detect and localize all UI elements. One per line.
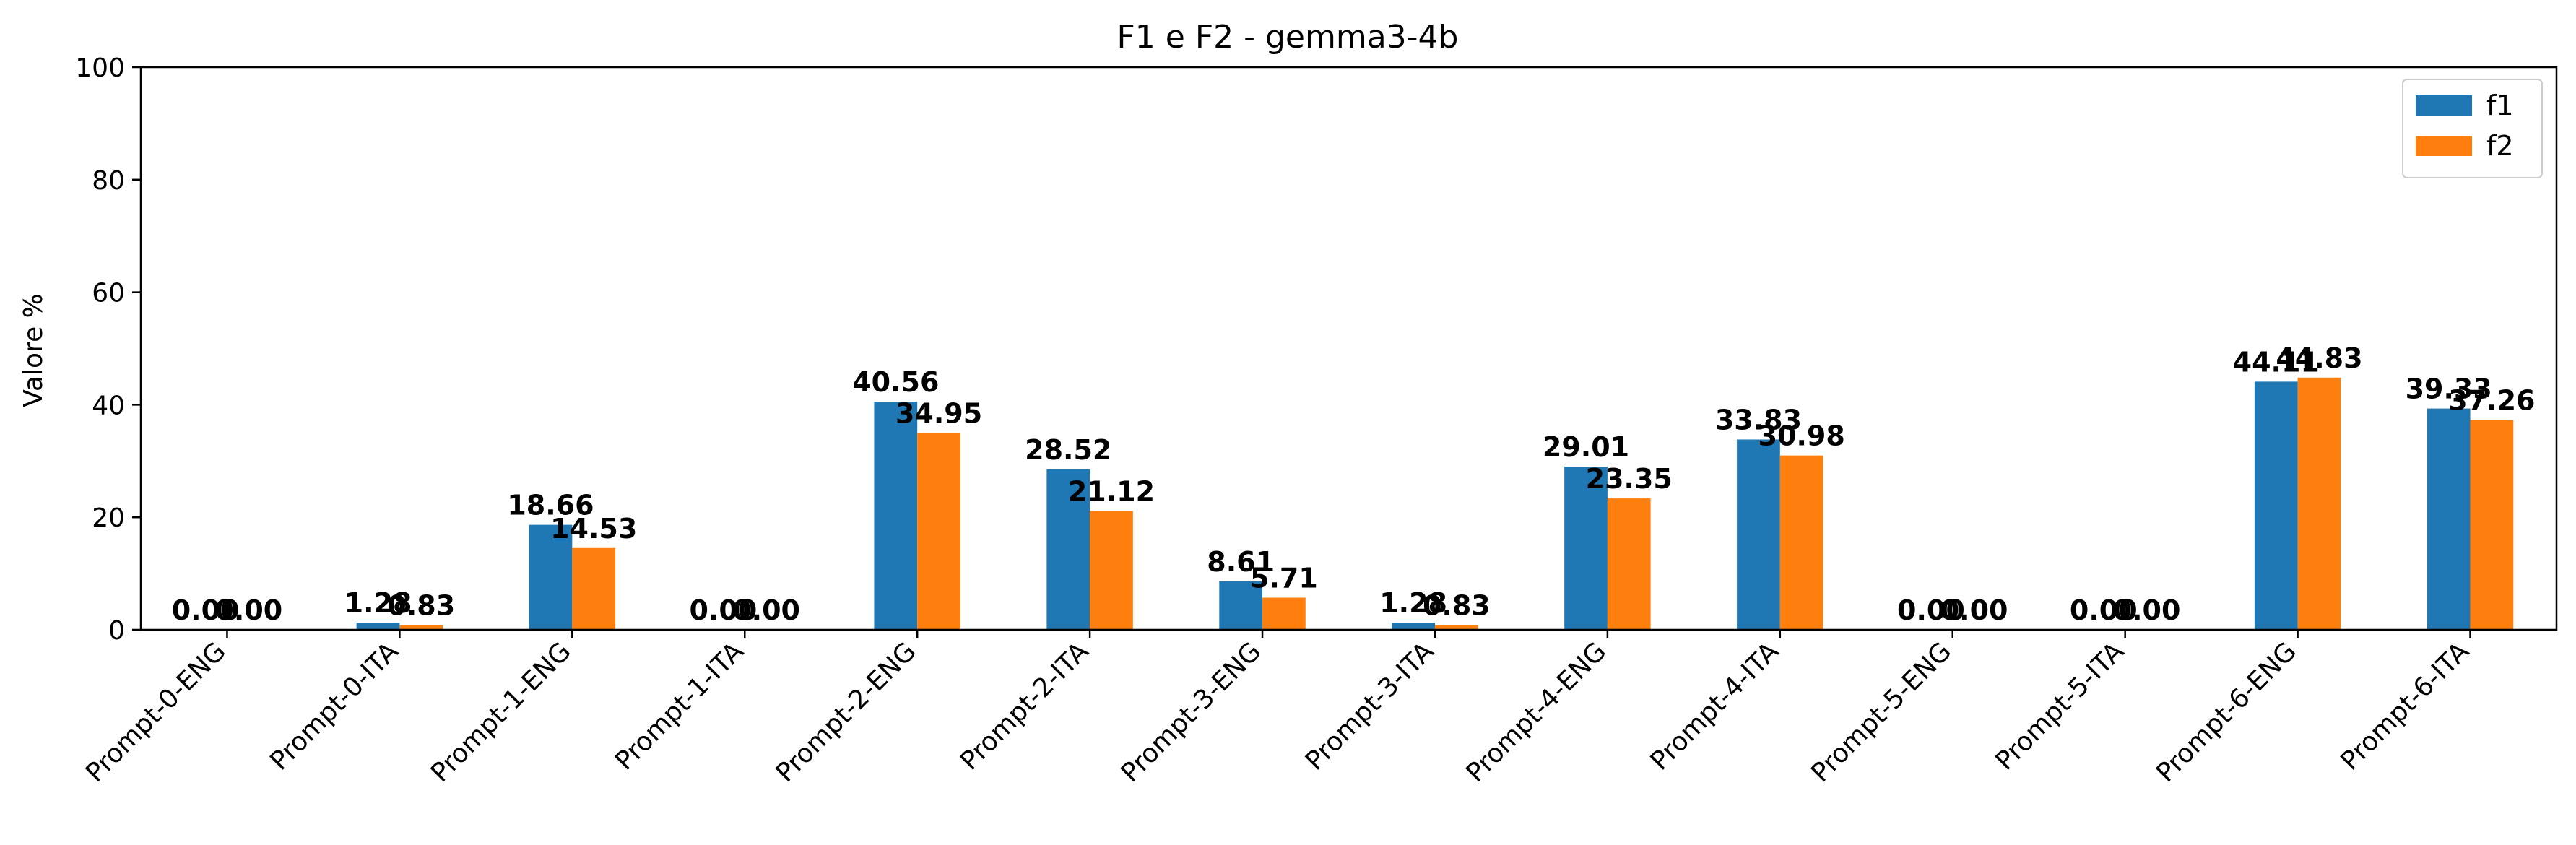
bar-f1-Prompt-1-ENG (529, 524, 573, 630)
x-tick-label: Prompt-2-ITA (955, 636, 1095, 776)
data-labels-layer: 0.000.00 1.280.8318.6614.530.000.0040.563… (172, 342, 2536, 626)
legend-swatch-f1 (2416, 95, 2472, 116)
data-label-f2-Prompt-3-ITA: 0.83 (1423, 590, 1491, 622)
chart-title: F1 e F2 - gemma3-4b (1117, 19, 1459, 56)
x-tick-label: Prompt-3-ITA (1300, 636, 1440, 776)
data-label-f1-Prompt-1-ENG: 18.66 (507, 490, 594, 521)
data-label-f2-Prompt-1-ITA: 0.00 (732, 594, 800, 626)
data-label-f2-Prompt-1-ENG: 14.53 (550, 513, 637, 545)
x-tick-label: Prompt-1-ENG (425, 636, 577, 788)
x-tick-label: Prompt-4-ITA (1645, 636, 1785, 776)
data-label-f2-Prompt-6-ITA: 37.26 (2448, 385, 2535, 417)
x-tick-label: Prompt-6-ITA (2336, 636, 2476, 776)
x-tick-label: Prompt-6-ENG (2151, 636, 2302, 788)
y-tick-label: 40 (92, 391, 125, 420)
data-label-f1-Prompt-1-ITA: 0.00 (690, 594, 758, 626)
x-tick-label: Prompt-3-ENG (1116, 636, 1267, 788)
data-label-f2-Prompt-3-ENG: 5.71 (1250, 563, 1318, 594)
x-tick-label: Prompt-5-ENG (1805, 636, 1957, 788)
data-label-f2-Prompt-2-ITA: 21.12 (1068, 475, 1155, 507)
y-tick-label: 20 (92, 503, 125, 533)
bar-f2-Prompt-6-ITA (2470, 420, 2514, 630)
x-tick-label: Prompt-1-ITA (610, 636, 750, 776)
x-tick-label: Prompt-4-ENG (1461, 636, 1613, 788)
data-label-f1-Prompt-2-ITA: 28.52 (1025, 434, 1111, 466)
bars-layer (356, 377, 2514, 630)
data-label-f2-Prompt-0-ENG: 0.00 (214, 594, 282, 626)
bar-f2-Prompt-0-ITA (399, 625, 443, 630)
y-tick-label: 0 (108, 616, 125, 646)
data-label-f2-Prompt-4-ITA: 30.98 (1758, 420, 1845, 452)
bar-f2-Prompt-4-ENG (1607, 498, 1651, 630)
data-label-f1-Prompt-4-ITA: 33.83 (1715, 404, 1802, 436)
bar-f1-Prompt-4-ENG (1564, 467, 1608, 630)
legend-label-f1: f1 (2486, 90, 2514, 121)
bar-f1-Prompt-2-ITA (1046, 469, 1090, 630)
y-tick-label: 100 (75, 53, 125, 83)
legend-swatch-f2 (2416, 136, 2472, 156)
data-label-f1-Prompt-6-ENG: 44.11 (2233, 346, 2320, 378)
bar-f2-Prompt-3-ITA (1434, 625, 1478, 630)
bar-f2-Prompt-1-ENG (572, 547, 616, 630)
data-label-f1-Prompt-2-ENG: 40.56 (852, 366, 939, 398)
x-axis-ticks: Prompt-0-ENG Prompt-0-ITA Prompt-1-ENG Prom… (80, 630, 2475, 788)
bar-f1-Prompt-3-ITA (1392, 623, 1435, 630)
bar-f2-Prompt-3-ENG (1262, 597, 1306, 630)
bar-f1-Prompt-4-ITA (1737, 439, 1780, 630)
data-label-f2-Prompt-0-ITA: 0.83 (387, 590, 455, 622)
bar-f2-Prompt-2-ITA (1090, 511, 1133, 630)
x-tick-label: Prompt-2-ENG (771, 636, 922, 788)
data-label-f2-Prompt-5-ITA: 0.00 (2113, 594, 2181, 626)
data-label-f1-Prompt-5-ENG: 0.00 (1897, 594, 1965, 626)
data-label-f1-Prompt-0-ITA: 1.28 (344, 587, 412, 619)
bar-f2-Prompt-2-ENG (917, 433, 960, 630)
data-label-f2-Prompt-6-ENG: 44.83 (2276, 342, 2362, 374)
plot-frame (139, 66, 2558, 631)
bar-f1-Prompt-0-ITA (356, 623, 400, 630)
y-tick-label: 80 (92, 166, 125, 196)
data-label-f1-Prompt-6-ITA: 39.33 (2406, 373, 2492, 405)
data-label-f1-Prompt-3-ITA: 1.28 (1379, 587, 1447, 619)
bar-f1-Prompt-6-ENG (2254, 381, 2298, 630)
y-tick-label: 60 (92, 279, 125, 308)
data-label-f2-Prompt-5-ENG: 0.00 (1940, 594, 2008, 626)
bar-f2-Prompt-6-ENG (2297, 377, 2341, 630)
y-axis-ticks: 0 20 40 60 80 100 (75, 53, 141, 646)
data-label-f1-Prompt-3-ENG: 8.61 (1207, 546, 1275, 578)
x-tick-label: Prompt-5-ITA (1990, 636, 2130, 776)
data-label-f2-Prompt-4-ENG: 23.35 (1586, 463, 1673, 495)
bar-f1-Prompt-3-ENG (1219, 581, 1263, 630)
bar-f1-Prompt-6-ITA (2427, 408, 2471, 630)
data-label-f1-Prompt-0-ENG: 0.00 (172, 594, 240, 626)
legend-box (2402, 79, 2543, 178)
x-tick-label: Prompt-0-ENG (80, 636, 232, 788)
bar-f2-Prompt-4-ITA (1779, 455, 1823, 630)
x-tick-label: Prompt-0-ITA (264, 636, 404, 776)
bar-f1-Prompt-2-ENG (874, 402, 918, 630)
data-label-f1-Prompt-5-ITA: 0.00 (2070, 594, 2138, 626)
legend-label-f2: f2 (2486, 130, 2514, 162)
y-axis-label: Valore % (19, 293, 48, 407)
data-label-f2-Prompt-2-ENG: 34.95 (895, 398, 982, 430)
data-label-f1-Prompt-4-ENG: 29.01 (1543, 431, 1629, 463)
